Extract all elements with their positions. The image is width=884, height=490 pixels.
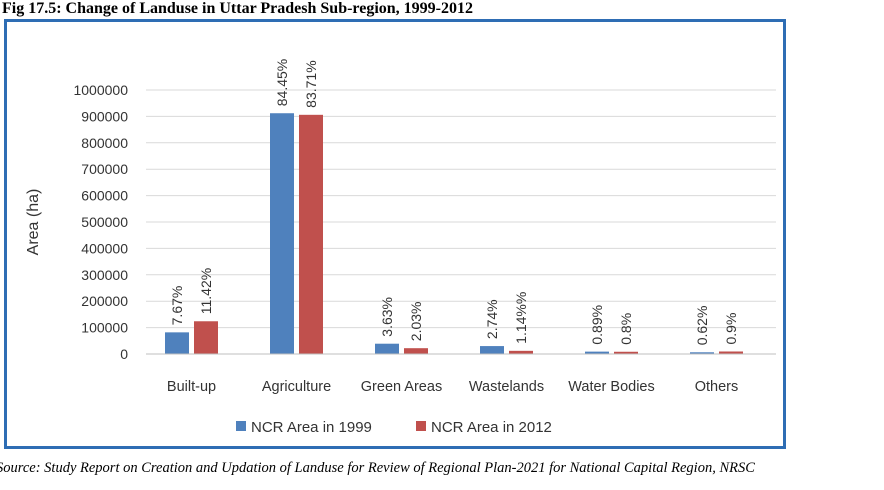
data-labels: 7.67% 11.42% 84.45% 83.71% 3.63% 2.03% 2.74% 1.… bbox=[169, 59, 739, 346]
y-tick-label: 400000 bbox=[81, 240, 128, 256]
data-label: 83.71% bbox=[303, 60, 319, 107]
category-label: Wastelands bbox=[469, 379, 544, 395]
data-label: 2.74% bbox=[484, 299, 500, 339]
data-label: 0.8% bbox=[618, 313, 634, 345]
data-label: 1.14%% bbox=[513, 292, 529, 344]
bar bbox=[270, 113, 294, 355]
category-label: Water Bodies bbox=[568, 379, 655, 395]
data-label: 0.62% bbox=[694, 306, 710, 346]
y-tick-label: 100000 bbox=[81, 320, 128, 336]
x-axis-categories: Built-up Agriculture Green Areas Wastelands… bbox=[167, 379, 738, 395]
bar bbox=[375, 343, 399, 354]
y-tick-label: 900000 bbox=[81, 108, 128, 124]
bar bbox=[299, 114, 323, 354]
bar bbox=[614, 351, 638, 354]
bar bbox=[690, 352, 714, 354]
y-tick-label: 700000 bbox=[81, 161, 128, 177]
legend: NCR Area in 1999 NCR Area in 2012 bbox=[236, 419, 552, 436]
data-label: 0.9% bbox=[723, 313, 739, 345]
y-tick-label: 1000000 bbox=[73, 82, 128, 98]
legend-label: NCR Area in 2012 bbox=[431, 419, 552, 436]
category-label: Green Areas bbox=[361, 379, 442, 395]
bar bbox=[480, 346, 504, 354]
legend-label: NCR Area in 1999 bbox=[251, 419, 372, 436]
data-label: 11.42% bbox=[198, 268, 214, 314]
bar bbox=[509, 350, 533, 354]
y-tick-label: 800000 bbox=[81, 135, 128, 151]
data-label: 7.67% bbox=[169, 286, 185, 326]
y-tick-label: 300000 bbox=[81, 267, 128, 283]
bar bbox=[585, 351, 609, 354]
y-tick-label: 200000 bbox=[81, 293, 128, 309]
figure-title: Fig 17.5: Change of Landuse in Uttar Pra… bbox=[2, 0, 473, 17]
bars bbox=[165, 113, 743, 355]
data-label: 3.63% bbox=[379, 297, 395, 337]
y-tick-label: 0 bbox=[120, 346, 128, 362]
chart-frame bbox=[4, 19, 786, 449]
y-tick-label: 600000 bbox=[81, 188, 128, 204]
legend-swatch bbox=[236, 421, 246, 431]
bar bbox=[194, 321, 218, 354]
y-axis-label: Area (ha) bbox=[25, 189, 42, 256]
gridlines bbox=[146, 89, 776, 329]
category-label: Built-up bbox=[167, 379, 216, 395]
data-label: 84.45% bbox=[274, 59, 290, 106]
category-label: Agriculture bbox=[262, 379, 331, 395]
category-label: Others bbox=[695, 379, 739, 395]
bar bbox=[404, 348, 428, 354]
bar bbox=[165, 332, 189, 354]
data-label: 0.89% bbox=[589, 305, 605, 345]
legend-swatch bbox=[416, 421, 426, 431]
figure-source: Source: Study Report on Creation and Upd… bbox=[0, 460, 755, 476]
y-tick-label: 500000 bbox=[81, 214, 128, 230]
bar bbox=[719, 351, 743, 354]
data-label: 2.03% bbox=[408, 301, 424, 341]
y-axis-ticks: 0 100000 200000 300000 400000 500000 600000 700… bbox=[73, 82, 128, 362]
